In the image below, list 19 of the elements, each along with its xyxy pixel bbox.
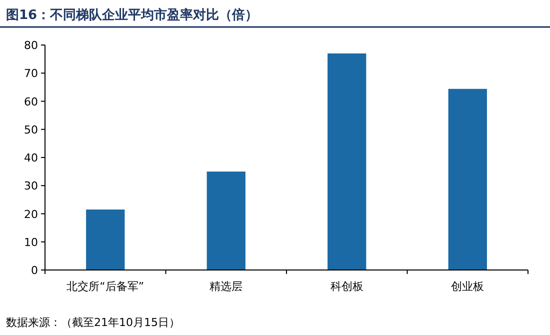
y-tick-label: 30 xyxy=(24,180,38,193)
y-tick-label: 80 xyxy=(24,39,38,52)
bar xyxy=(448,88,487,270)
y-tick-label: 20 xyxy=(24,208,38,221)
y-tick-label: 50 xyxy=(24,123,38,136)
y-tick-label: 10 xyxy=(24,236,38,249)
x-tick-label: 精选层 xyxy=(210,280,243,293)
x-tick-label: 科创板 xyxy=(330,280,364,293)
source-note: 数据来源：（截至21年10月15日） xyxy=(6,316,180,329)
bar xyxy=(328,53,366,270)
y-tick-label: 0 xyxy=(31,264,38,277)
y-tick-label: 70 xyxy=(24,67,38,80)
x-tick-label: 创业板 xyxy=(451,280,484,293)
y-tick-label: 60 xyxy=(24,95,38,108)
y-tick-label: 40 xyxy=(24,152,38,164)
x-tick-label: 北交所“后备军” xyxy=(66,280,144,293)
chart-title: 图16：不同梯队企业平均市盈率对比（倍） xyxy=(6,7,258,23)
bar xyxy=(86,210,125,270)
bar xyxy=(206,172,246,270)
